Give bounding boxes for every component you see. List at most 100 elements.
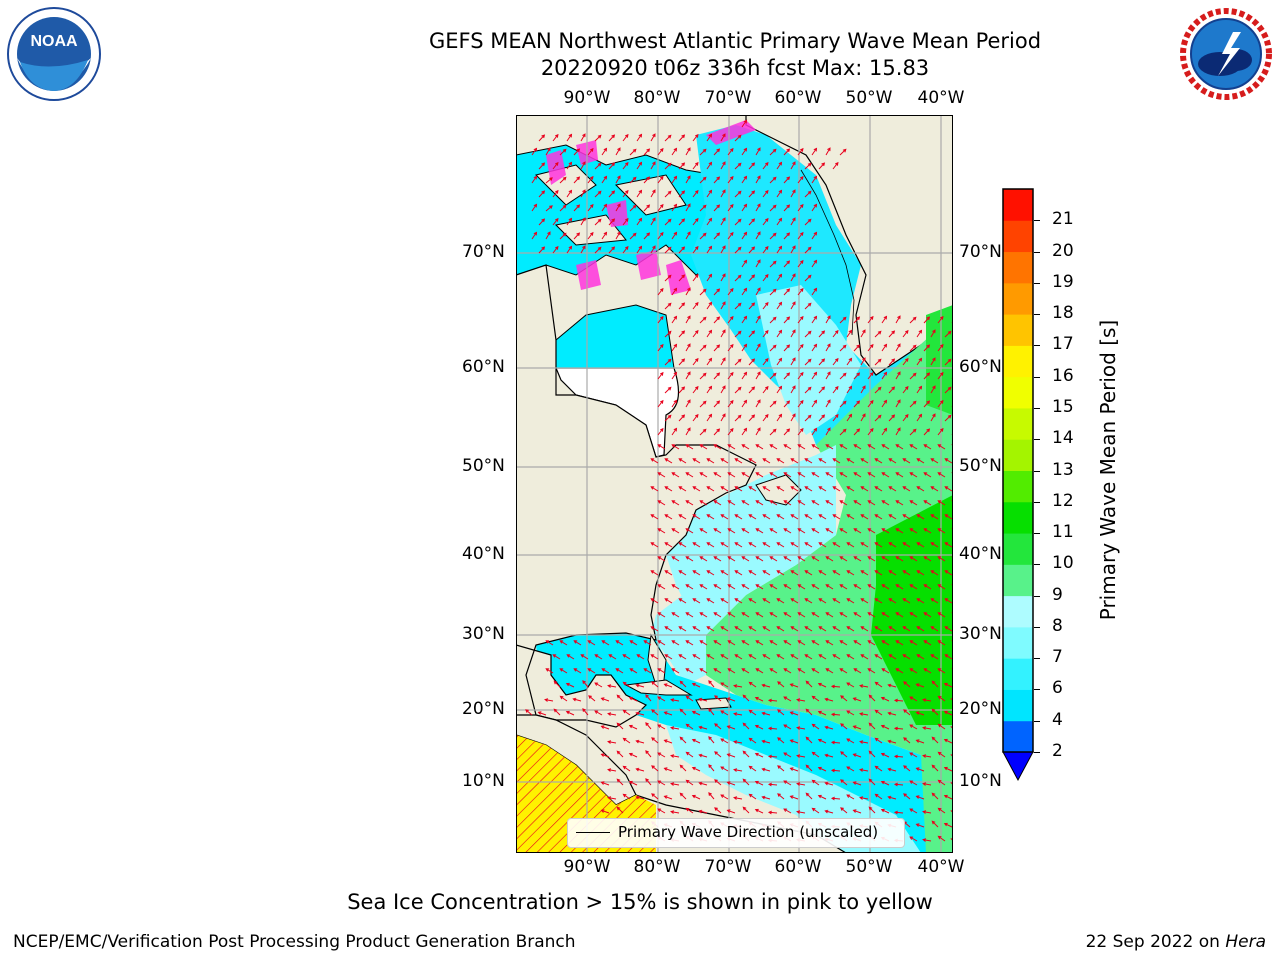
wave-arrow [944, 654, 953, 660]
wave-arrow [580, 654, 589, 660]
lat-label-right-20n: 20°N [959, 699, 1002, 719]
wave-arrow [852, 781, 862, 786]
wave-arrow [903, 709, 911, 716]
wave-arrow [937, 472, 946, 478]
wave-arrow [720, 161, 726, 170]
wave-arrow [790, 570, 799, 576]
wave-arrow [790, 413, 796, 422]
wave-arrow [903, 793, 911, 800]
wave-arrow [741, 528, 750, 534]
wave-arrow [748, 570, 757, 576]
wave-arrow [678, 162, 686, 170]
wave-arrow [678, 458, 687, 464]
wave-arrow [930, 458, 939, 464]
wave-arrow [867, 668, 876, 674]
wave-arrow [916, 570, 925, 576]
colorbar-bin [1003, 407, 1033, 440]
wave-arrow [748, 709, 757, 716]
wave-arrow [741, 427, 748, 436]
wave-arrow [552, 161, 559, 170]
wave-arrow [699, 528, 708, 534]
wave-arrow [636, 245, 643, 254]
wave-arrow [777, 793, 785, 800]
wave-arrow [566, 245, 573, 254]
wave-arrow [895, 315, 901, 324]
wave-arrow [651, 709, 659, 716]
wave-arrow [671, 343, 678, 352]
wave-arrow [909, 500, 918, 506]
wave-arrow [657, 668, 666, 674]
wave-arrow [909, 808, 918, 814]
wave-arrow [755, 343, 761, 352]
wave-arrow [868, 722, 876, 730]
nws-logo-icon [1178, 6, 1274, 102]
wave-arrow [643, 148, 651, 156]
wave-arrow [888, 414, 896, 422]
wave-arrow [657, 640, 666, 646]
lat-label-left-70n: 70°N [462, 242, 505, 262]
wave-arrow [699, 316, 707, 324]
wave-arrow [572, 697, 582, 702]
wave-arrow [664, 218, 672, 226]
wave-arrow [741, 147, 748, 156]
wave-arrow [706, 514, 715, 520]
wave-arrow [943, 682, 953, 688]
wave-arrow [922, 754, 932, 758]
wave-arrow [874, 793, 883, 800]
wave-arrow [783, 444, 792, 450]
wave-arrow [930, 357, 936, 366]
wave-arrow [720, 413, 726, 422]
wave-arrow [902, 385, 909, 394]
wave-arrow [706, 654, 715, 660]
wave-arrow [783, 584, 792, 590]
wave-arrow [811, 723, 820, 730]
wave-arrow [664, 358, 672, 366]
wave-arrow [600, 725, 610, 730]
wave-arrow [923, 316, 931, 324]
wave-arrow [825, 500, 834, 506]
colorbar-tick-mark [1034, 752, 1040, 753]
sea-ice-note: Sea Ice Concentration > 15% is shown in … [347, 890, 933, 914]
wave-arrow [881, 343, 888, 352]
wave-arrow [867, 371, 874, 380]
wave-arrow [902, 570, 911, 576]
wave-arrow [755, 556, 764, 562]
wave-arrow [853, 444, 862, 450]
wave-arrow [811, 175, 818, 184]
wave-arrow [902, 458, 911, 464]
wave-arrow [616, 722, 624, 730]
wave-arrow [860, 486, 869, 492]
wave-arrow [671, 528, 680, 534]
wave-arrow [805, 680, 813, 688]
wave-arrow [748, 542, 757, 548]
wave-arrow [811, 751, 820, 758]
wave-arrow [616, 694, 624, 702]
wave-arrow [916, 357, 923, 366]
wave-arrow [853, 472, 862, 478]
wave-arrow [545, 668, 554, 674]
wave-arrow [825, 371, 831, 380]
wave-arrow [880, 808, 890, 814]
colorbar-tick-label: 7 [1052, 647, 1063, 668]
wave-arrow [573, 640, 582, 646]
wave-arrow [685, 668, 694, 674]
wave-arrow [909, 316, 917, 324]
wave-arrow [923, 556, 932, 562]
wave-arrow [846, 570, 855, 576]
wave-arrow [664, 570, 673, 576]
wave-arrow [922, 838, 932, 842]
wave-arrow [930, 329, 936, 338]
wave-arrow [902, 598, 911, 604]
wave-arrow [804, 330, 812, 338]
wave-arrow [678, 274, 686, 282]
wave-arrow [852, 753, 862, 758]
wave-arrow [608, 134, 616, 142]
colorbar-tick-label: 2 [1052, 741, 1063, 761]
wave-arrow [588, 695, 596, 702]
wave-arrow [937, 444, 946, 450]
wave-arrow [797, 528, 806, 534]
wave-arrow [923, 400, 931, 408]
wave-arrow [755, 472, 764, 478]
wave-arrow [839, 640, 848, 646]
newfoundland [755, 474, 802, 506]
